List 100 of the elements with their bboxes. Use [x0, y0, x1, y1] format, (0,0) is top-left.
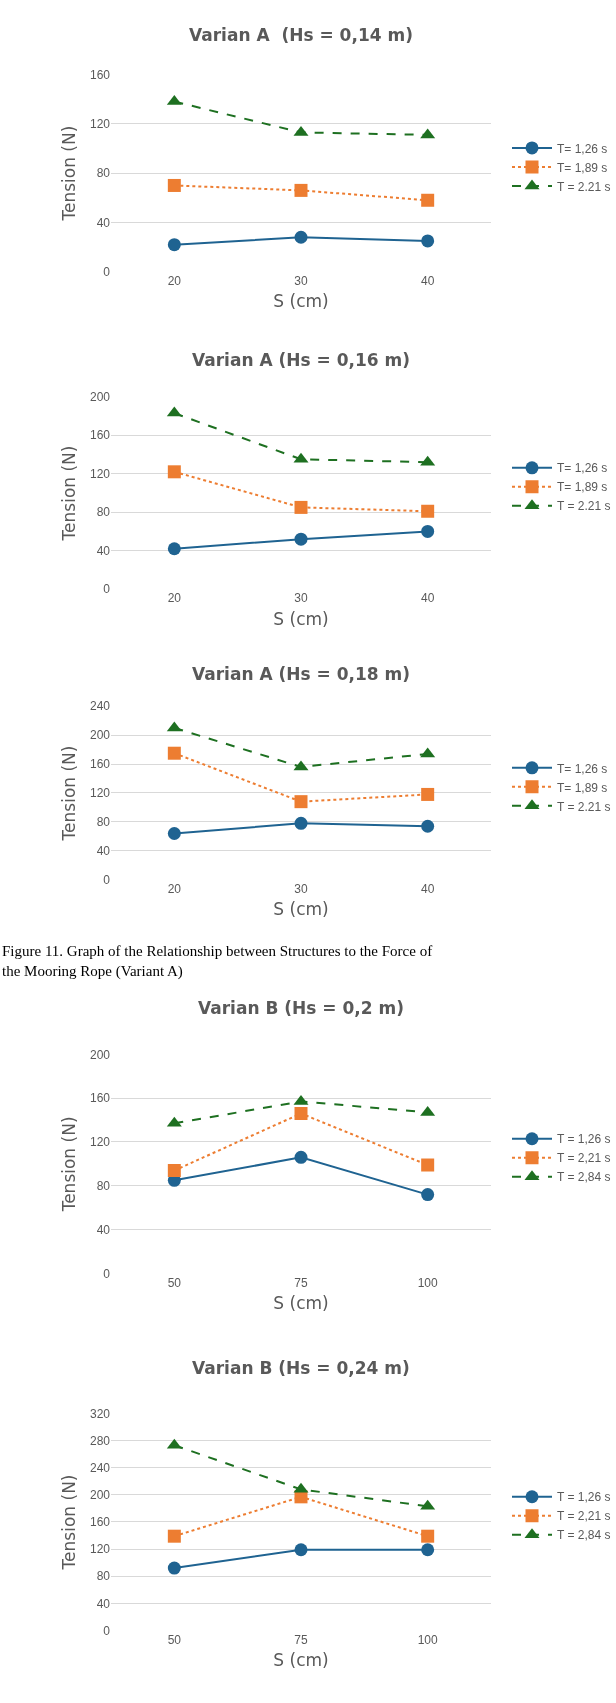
legend-label: T= 1,89 s [557, 160, 608, 175]
chart-title: Varian B (Hs = 0,2 m) [198, 998, 404, 1018]
y-axis-title: Tension (N) [58, 445, 79, 542]
point [167, 238, 181, 252]
point [421, 504, 435, 518]
x-tick-label: 75 [294, 1632, 308, 1647]
point [294, 500, 308, 514]
y-tick-label: 160 [89, 428, 111, 443]
x-tick-label: 50 [167, 1632, 182, 1647]
y-tick-label: 40 [96, 1596, 111, 1611]
x-tick-label: 30 [294, 273, 308, 288]
y-axis-title: Tension (N) [58, 1474, 79, 1571]
legend-label: T = 1,26 s [557, 1490, 611, 1505]
point [167, 178, 181, 192]
point [167, 1163, 181, 1177]
x-axis-title: S (cm) [273, 1649, 329, 1670]
y-tick-label: 160 [89, 757, 111, 772]
point [421, 524, 435, 538]
y-tick-label: 240 [89, 699, 111, 714]
point [421, 1529, 435, 1543]
point [294, 230, 308, 244]
y-tick-label: 160 [89, 1091, 111, 1106]
caption: Figure 11. Graph of the Relationship between Structures to the Force of the Mooring Rope (Variant A) [2, 943, 433, 980]
point [294, 183, 308, 197]
y-axis-title: Tension (N) [58, 1116, 79, 1213]
y-tick-label: 120 [89, 1135, 111, 1150]
x-tick-label: 20 [167, 273, 182, 288]
legend-label: T = 1,26 s [557, 1132, 611, 1147]
point [421, 234, 435, 248]
y-tick-label: 120 [89, 466, 111, 481]
x-axis-title: S (cm) [273, 608, 329, 629]
legend-label: T = 2,84 s [557, 1528, 611, 1543]
x-tick-label: 100 [417, 1632, 438, 1647]
y-tick-label: 40 [96, 543, 111, 558]
y-axis-title: Tension (N) [58, 745, 79, 842]
y-tick-label: 0 [103, 1623, 111, 1638]
x-tick-label: 40 [420, 273, 435, 288]
y-tick-label: 40 [96, 215, 111, 230]
point [294, 795, 308, 809]
point [294, 1150, 308, 1164]
y-tick-label: 120 [89, 786, 111, 801]
point [167, 1561, 181, 1575]
y-tick-label: 240 [89, 1460, 111, 1475]
x-tick-label: 20 [167, 591, 182, 606]
point [167, 746, 181, 760]
x-tick-label: 20 [167, 881, 182, 896]
x-axis-title: S (cm) [273, 291, 329, 312]
y-tick-label: 200 [89, 1047, 111, 1062]
point [167, 826, 181, 840]
point [167, 542, 181, 556]
point [421, 787, 435, 801]
x-tick-label: 30 [294, 881, 308, 896]
y-tick-label: 320 [89, 1406, 111, 1421]
point [294, 1107, 308, 1120]
legend-label: T = 2.21 s [557, 499, 611, 514]
x-tick-label: 100 [417, 1275, 438, 1290]
legend-label: T = 2.21 s [557, 179, 611, 194]
x-tick-label: 75 [294, 1275, 308, 1290]
y-tick-label: 80 [96, 815, 111, 830]
y-tick-label: 0 [103, 872, 111, 887]
y-tick-label: 40 [96, 844, 111, 859]
y-tick-label: 280 [89, 1433, 111, 1448]
x-tick-label: 40 [420, 591, 435, 606]
y-tick-label: 120 [89, 1542, 111, 1557]
y-tick-label: 80 [96, 1569, 111, 1584]
y-tick-label: 40 [96, 1222, 111, 1237]
point [421, 1188, 435, 1202]
x-tick-label: 30 [294, 591, 308, 606]
chart-title: Varian A (Hs = 0,14 m) [189, 25, 413, 45]
y-tick-label: 200 [89, 728, 111, 743]
legend-label: T= 1,26 s [557, 141, 608, 156]
legend-label: T = 2,21 s [557, 1509, 611, 1524]
point [421, 1158, 435, 1172]
legend-label: T= 1,89 s [557, 780, 608, 795]
x-tick-label: 40 [420, 881, 435, 896]
point [167, 465, 181, 479]
x-axis-title: S (cm) [273, 1292, 329, 1313]
point [421, 1543, 435, 1557]
chart-title: Varian A (Hs = 0,16 m) [192, 350, 411, 370]
point [421, 819, 435, 833]
y-tick-label: 0 [103, 1266, 111, 1281]
point [167, 1529, 181, 1543]
legend-label: T= 1,26 s [557, 461, 608, 476]
point [421, 193, 435, 207]
legend-label: T= 1,89 s [557, 480, 608, 495]
y-tick-label: 200 [89, 1487, 111, 1502]
legend-label: T = 2.21 s [557, 799, 611, 814]
y-axis-title: Tension (N) [58, 125, 79, 222]
legend-label: T= 1,26 s [557, 761, 608, 776]
y-tick-label: 80 [96, 166, 111, 181]
y-tick-label: 160 [89, 1515, 111, 1530]
chart-title: Varian B (Hs = 0,24 m) [192, 1358, 410, 1378]
y-tick-label: 160 [89, 67, 111, 82]
point [294, 532, 308, 546]
point [294, 1543, 308, 1557]
legend-label: T = 2,21 s [557, 1151, 611, 1166]
x-axis-title: S (cm) [273, 899, 329, 920]
x-tick-label: 50 [167, 1275, 182, 1290]
y-tick-label: 0 [103, 582, 111, 597]
y-tick-label: 120 [89, 116, 111, 131]
